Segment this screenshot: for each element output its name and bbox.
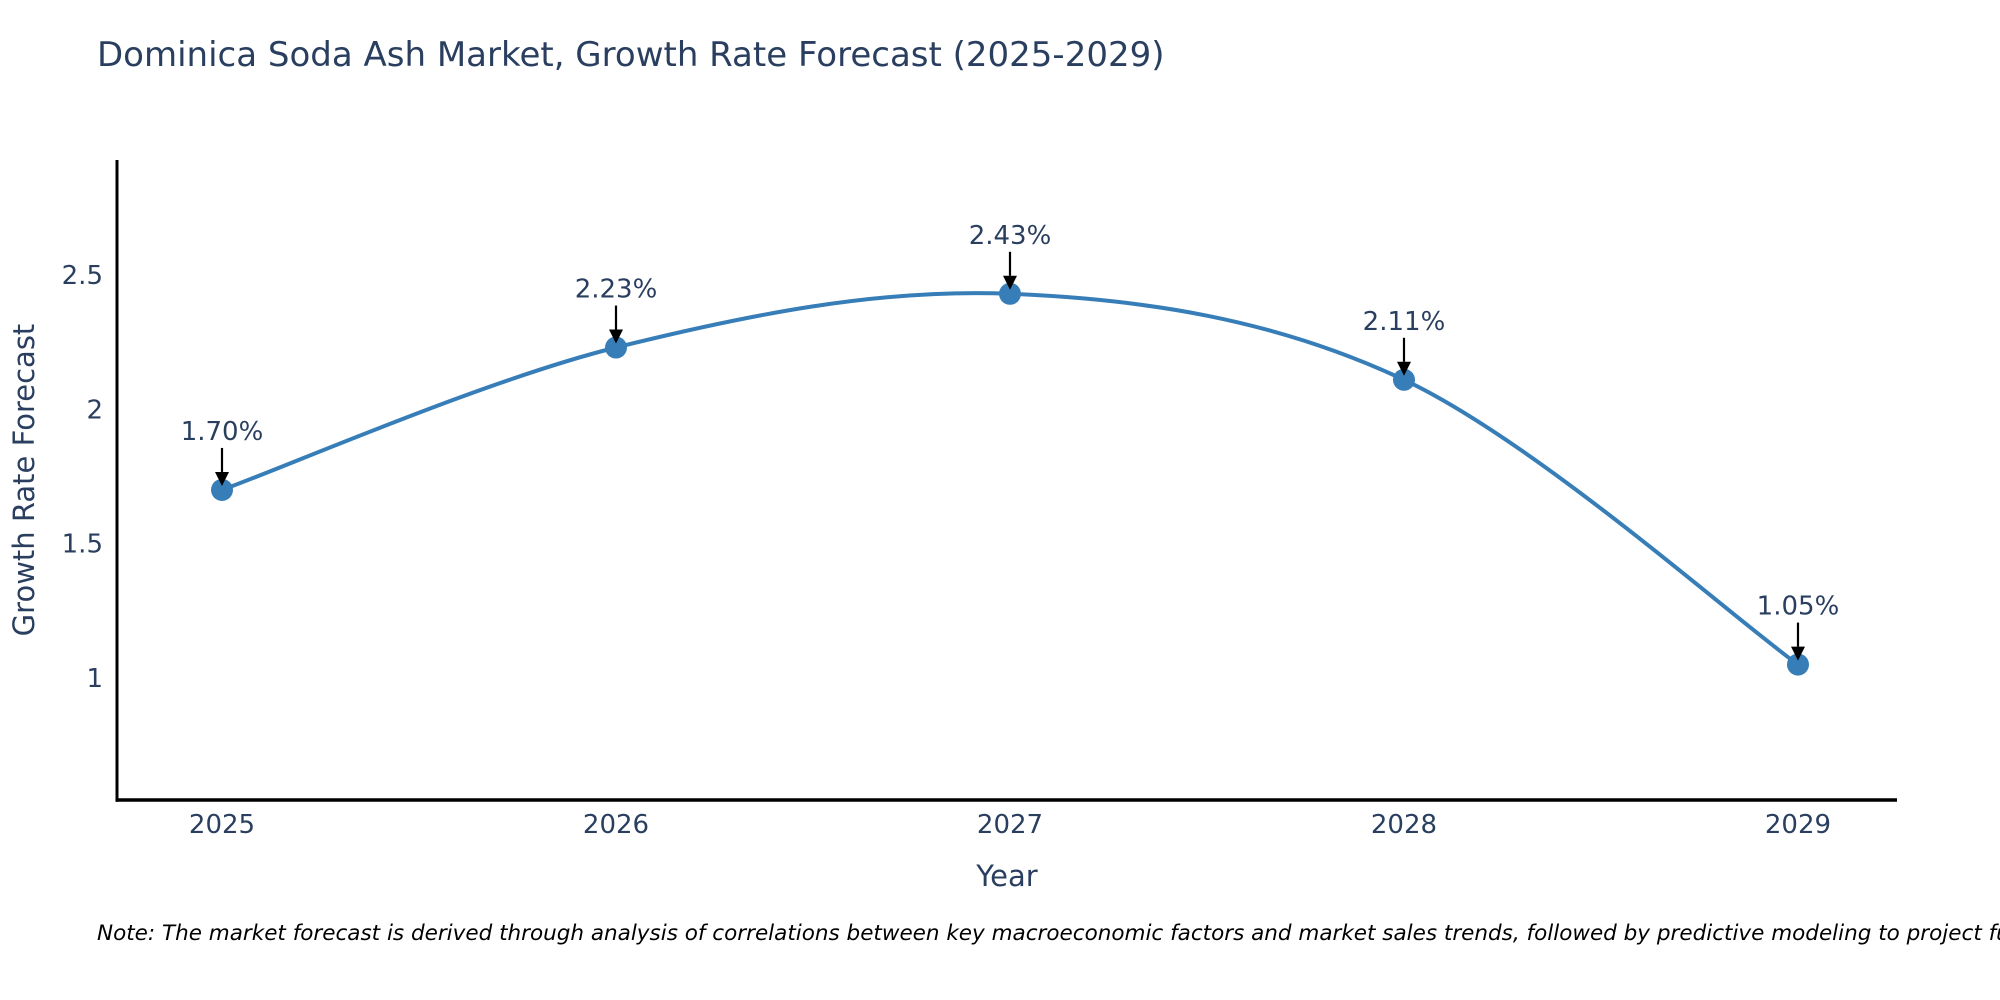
- y-tick-label: 2: [86, 395, 103, 425]
- x-tick-label: 2027: [977, 810, 1043, 840]
- data-point-marker: [1786, 653, 1809, 676]
- y-axis-title: Growth Rate Forecast: [7, 324, 41, 637]
- x-tick-label: 2028: [1371, 810, 1437, 840]
- footnote: Note: The market forecast is derived thr…: [97, 921, 2000, 946]
- point-annotation-label: 1.05%: [1757, 592, 1840, 622]
- annotation-arrow-head: [608, 329, 623, 344]
- x-tick-label: 2029: [1765, 810, 1831, 840]
- plot-area: 1 1.5 2 2.5 2025 2026 2027 2028 2029 1.70% 2.23% 2.…: [62, 160, 1897, 840]
- data-point-marker: [998, 282, 1021, 305]
- data-point-marker: [1392, 368, 1415, 391]
- y-tick-label: 2.5: [62, 261, 103, 291]
- point-annotation-label: 2.43%: [969, 221, 1052, 251]
- x-tick-label: 2025: [189, 810, 255, 840]
- annotation-arrow-head: [1396, 361, 1411, 376]
- x-axis-title: Year: [975, 859, 1037, 893]
- x-tick-label: 2026: [583, 810, 649, 840]
- annotation-arrow-head: [1790, 646, 1805, 661]
- data-point-marker: [604, 336, 627, 359]
- data-point-marker: [211, 478, 234, 501]
- chart-title: Dominica Soda Ash Market, Growth Rate Fo…: [97, 35, 1164, 75]
- point-annotation-label: 2.23%: [575, 275, 658, 305]
- annotation-arrow-head: [215, 471, 230, 486]
- y-tick-label: 1.5: [62, 530, 103, 560]
- trend-line: [220, 291, 1800, 667]
- point-annotation-label: 2.11%: [1363, 307, 1446, 337]
- y-tick-label: 1: [86, 664, 103, 694]
- annotation-arrow-head: [1002, 275, 1017, 290]
- point-annotation-label: 1.70%: [181, 417, 264, 447]
